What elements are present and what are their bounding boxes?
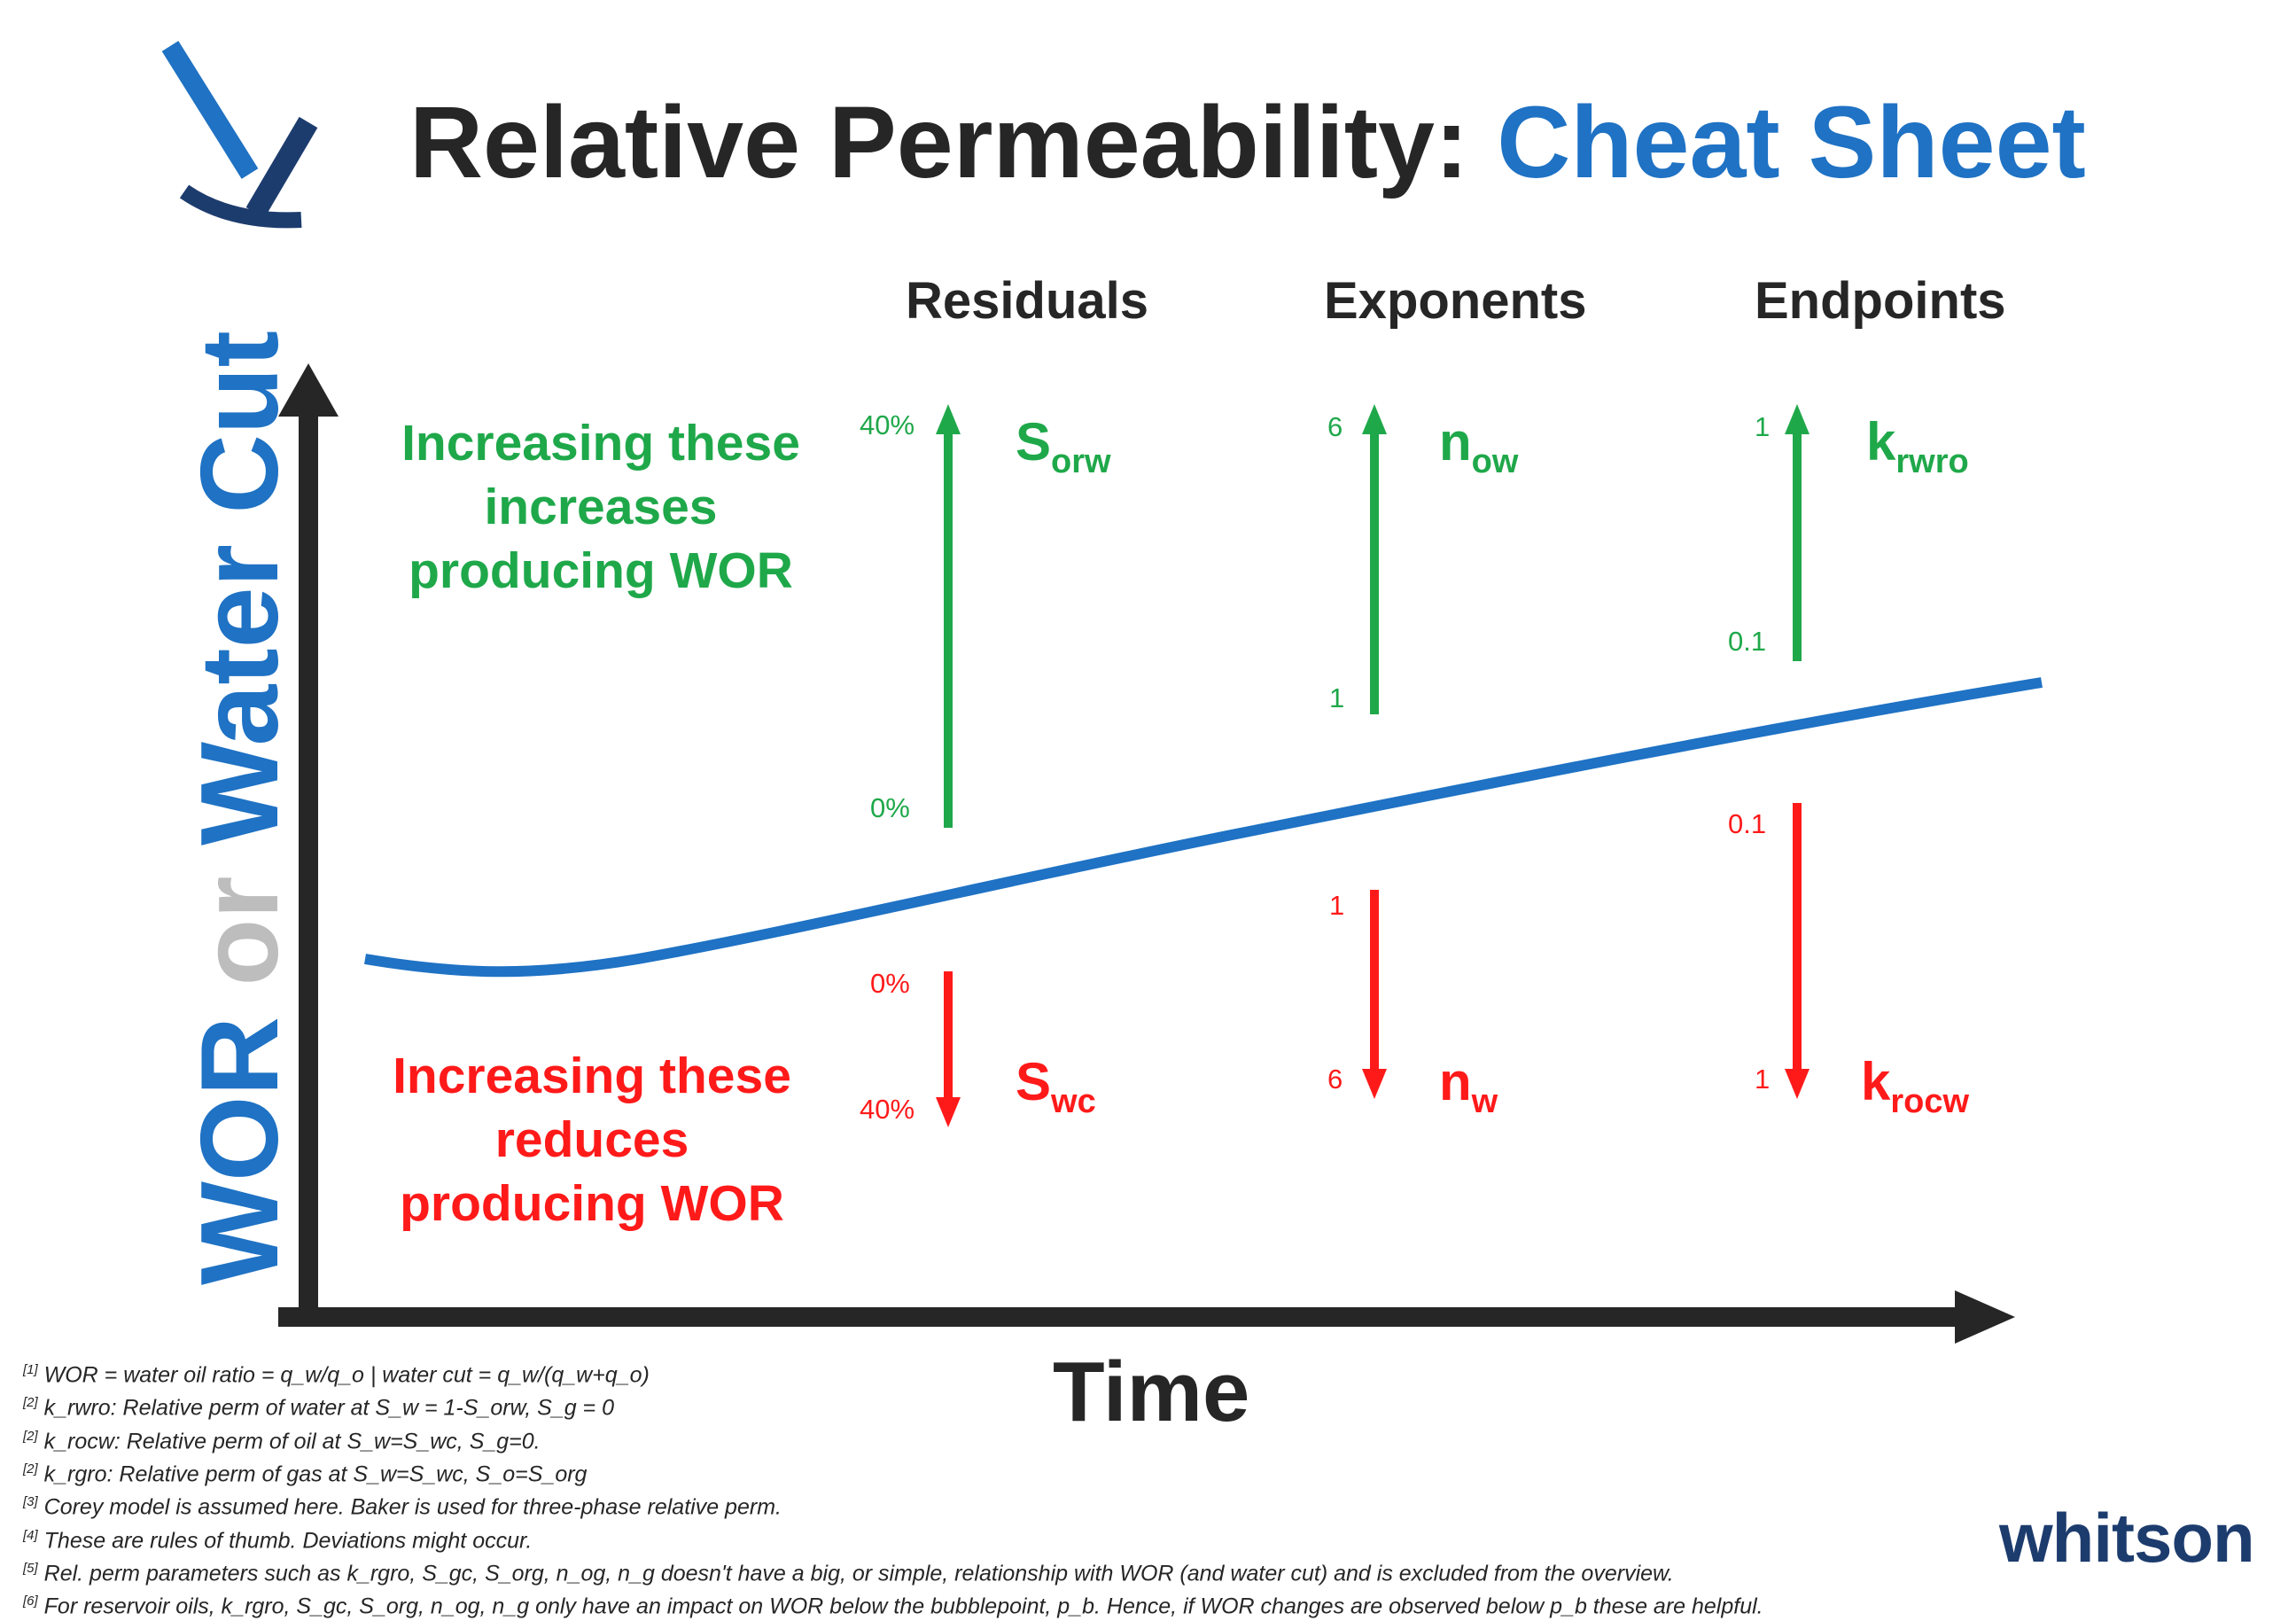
footnotes: [1] WOR = water oil ratio = q_w/q_o | wa… — [23, 1356, 1763, 1621]
y-label-or: or — [179, 876, 301, 986]
footnote-8: [6] For reservoir oils, k_rgro, S_gc, S_… — [23, 1594, 1763, 1619]
residuals-up-bottom-label: 0% — [870, 792, 910, 823]
exponents-down-arrow — [1362, 890, 1387, 1099]
param-krwro: krwro — [1866, 411, 1969, 481]
footnote-4: [2] k_rgro: Relative perm of gas at S_w=… — [23, 1461, 588, 1487]
param-sorw-sub: orw — [1051, 443, 1111, 480]
footnote-7: [5] Rel. perm parameters such as k_rgro,… — [23, 1560, 1674, 1586]
footnote-6: [4] These are rules of thumb. Deviations… — [23, 1527, 533, 1553]
endpoints-up-top-label: 1 — [1755, 411, 1771, 442]
exponents-up-arrow — [1362, 404, 1387, 714]
param-sorw-base: S — [1016, 412, 1052, 471]
param-now-base: n — [1439, 412, 1472, 471]
endpoints-up-bottom-label: 0.1 — [1728, 626, 1767, 657]
exponents-down-bottom-label: 6 — [1327, 1064, 1343, 1095]
endpoints-down-bottom-label: 1 — [1755, 1064, 1771, 1095]
footnote-5: [3] Corey model is assumed here. Baker i… — [23, 1494, 782, 1520]
statement-reduce-line2: reduces — [494, 1111, 689, 1168]
residuals-up-arrow — [936, 404, 961, 828]
param-swc-base: S — [1016, 1052, 1052, 1111]
y-label-water-cut: Water Cut — [179, 331, 301, 846]
statement-reduce-line3: producing WOR — [400, 1175, 784, 1232]
residuals-down-arrow — [936, 971, 961, 1127]
title-main: Relative Permeability: — [409, 86, 1498, 199]
param-now-sub: ow — [1471, 443, 1519, 480]
statement-increase-line3: producing WOR — [409, 542, 793, 599]
statement-increase: Increasing these increases producing WOR — [353, 411, 849, 603]
param-krocw-base: k — [1861, 1052, 1891, 1111]
endpoints-down-top-label: 0.1 — [1728, 808, 1767, 839]
exponents-down-top-label: 1 — [1329, 890, 1345, 921]
logo-icon — [161, 41, 318, 229]
statement-reduce-line1: Increasing these — [393, 1048, 791, 1104]
column-header-exponents: Exponents — [1324, 272, 1587, 330]
footnote-3: [2] k_rocw: Relative perm of oil at S_w=… — [23, 1428, 541, 1453]
statement-reduce: Increasing these reduces producing WOR — [344, 1044, 840, 1235]
footnote-2: [2] k_rwro: Relative perm of water at S_… — [23, 1395, 614, 1421]
y-axis-label: WOR or Water Cut — [177, 331, 301, 1285]
title-highlight: Cheat Sheet — [1497, 86, 2086, 199]
param-krwro-sub: rwro — [1895, 443, 1969, 480]
param-nw: nw — [1439, 1051, 1498, 1121]
y-axis — [278, 363, 339, 1322]
param-swc-sub: wc — [1051, 1083, 1096, 1120]
residuals-up-top-label: 40% — [860, 409, 915, 440]
y-label-wor: WOR — [179, 1016, 301, 1285]
column-header-residuals: Residuals — [906, 272, 1148, 330]
param-nw-sub: w — [1471, 1083, 1498, 1120]
statement-increase-line1: Increasing these — [401, 415, 800, 471]
wor-curve — [364, 677, 2043, 978]
footnote-1: [1] WOR = water oil ratio = q_w/q_o | wa… — [23, 1362, 650, 1388]
column-header-endpoints: Endpoints — [1755, 272, 2006, 330]
endpoints-down-arrow — [1785, 803, 1810, 1099]
brand-logo-text: whitson — [1999, 1499, 2255, 1577]
param-now: now — [1439, 411, 1518, 481]
x-axis — [278, 1290, 2015, 1344]
param-swc: Swc — [1016, 1051, 1096, 1121]
page-title: Relative Permeability: Cheat Sheet — [409, 84, 2086, 201]
endpoints-up-arrow — [1785, 404, 1810, 661]
param-krocw: krocw — [1861, 1051, 1969, 1121]
statement-increase-line2: increases — [484, 479, 718, 535]
param-sorw: Sorw — [1016, 411, 1111, 481]
param-krocw-sub: rocw — [1890, 1083, 1970, 1120]
exponents-up-bottom-label: 1 — [1329, 682, 1345, 713]
x-axis-label: Time — [1053, 1344, 1250, 1439]
param-nw-base: n — [1439, 1052, 1472, 1111]
residuals-down-bottom-label: 40% — [860, 1094, 915, 1125]
exponents-up-top-label: 6 — [1327, 411, 1343, 442]
param-krwro-base: k — [1866, 412, 1896, 471]
residuals-down-top-label: 0% — [870, 968, 910, 999]
